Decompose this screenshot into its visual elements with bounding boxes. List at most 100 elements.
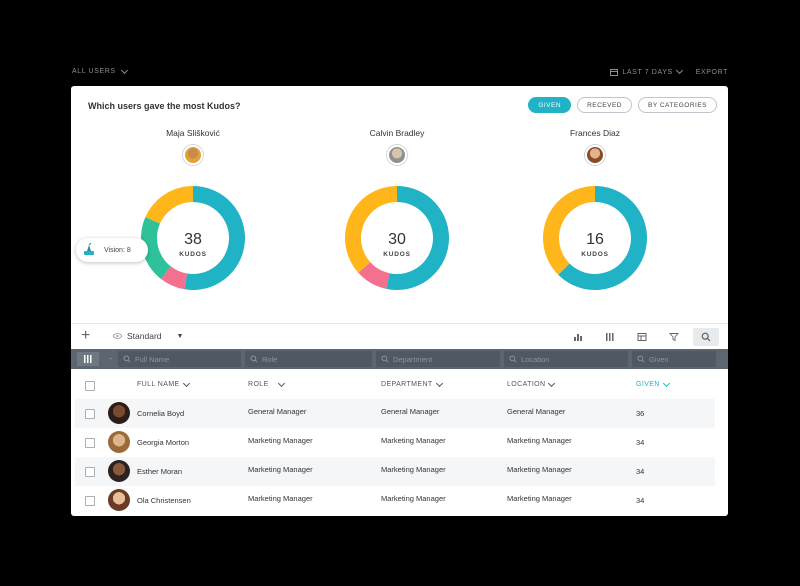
department-filter-placeholder: Department [393,354,433,364]
toggle-received[interactable]: RECEVED [577,97,632,113]
donut-user-name: Frances Diaz [569,128,621,138]
chart-view-button[interactable] [565,328,591,346]
filter-button[interactable] [661,328,687,346]
segment-tooltip: Vision: 8 [76,238,148,262]
card-title: Which users gave the most Kudos? [88,101,241,111]
calendar-icon [610,69,619,76]
donut-chart-3: Frances Diaz 16 KUDOS [525,128,665,318]
columns-button[interactable] [597,328,623,346]
view-selector[interactable]: Standard ▼ [113,331,183,341]
given-filter-placeholder: Given [649,354,669,364]
column-label: DEPARTMENT [381,381,433,388]
vision-icon [79,240,99,260]
column-header-department[interactable]: DEPARTMENT [381,379,443,388]
donut-segment[interactable] [386,186,449,290]
donut-unit: KUDOS [179,251,207,258]
full-name-filter[interactable]: Full Name [118,351,241,367]
row-checkbox[interactable] [85,438,95,448]
role-filter[interactable]: Role [245,351,372,367]
table-row[interactable]: Georgia Morton Marketing Manager Marketi… [75,428,715,457]
chevron-down-icon [662,379,670,387]
row-checkbox[interactable] [85,409,95,419]
period-dropdown[interactable]: LAST 7 DAYS [610,66,683,76]
table-row[interactable]: Esther Moran Marketing Manager Marketing… [75,457,715,486]
avatar [108,489,130,511]
cell-location: Marketing Manager [507,436,572,445]
donut-ring[interactable] [341,182,453,294]
search-icon [509,355,517,363]
donut-segment[interactable] [145,186,193,224]
cell-department: General Manager [381,407,440,416]
column-label: FULL NAME [137,381,180,388]
search-icon [381,355,389,363]
eye-icon [113,333,122,339]
column-header-full-name[interactable]: FULL NAME [137,379,190,388]
chevron-down-icon [121,66,129,75]
column-header-role[interactable]: ROLE [248,379,285,388]
cell-role: Marketing Manager [248,436,313,445]
search-button[interactable] [693,328,719,346]
period-label: LAST 7 DAYS [622,68,673,76]
donut-ring[interactable] [539,182,651,294]
role-filter-placeholder: Role [262,354,278,364]
caret-down-icon: ▼ [176,332,184,340]
cell-location: Marketing Manager [507,494,572,503]
donut-unit: KUDOS [383,251,411,258]
cell-role: General Manager [248,407,307,416]
cell-full-name: Cornelia Boyd [137,409,185,418]
column-label: GIVEN [636,381,660,388]
search-icon [637,355,645,363]
table-row[interactable]: Cornelia Boyd General Manager General Ma… [75,399,715,428]
cell-full-name: Esther Moran [137,467,183,476]
cell-full-name: Ola Christensen [137,496,191,505]
table-row[interactable]: Ola Christensen Marketing Manager Market… [75,486,715,515]
user-filter-label: ALL USERS [72,68,116,75]
avatar [108,460,130,482]
view-label: Standard [127,331,162,341]
add-icon[interactable]: + [81,327,91,344]
kudos-card: Which users gave the most Kudos? GIVEN R… [71,86,728,516]
given-filter[interactable]: Given [632,351,716,367]
avatar [108,431,130,453]
column-header-given[interactable]: GIVEN [636,379,670,388]
location-filter[interactable]: Location [504,351,628,367]
cell-department: Marketing Manager [381,494,446,503]
export-link[interactable]: EXPORT [695,68,728,76]
select-all-checkbox[interactable] [85,381,95,391]
donut-chart-2: Calvin Bradley 30 KUDOS [327,128,467,318]
filter-bar: → Full Name Role Department Location Giv… [71,349,728,369]
donut-user-name: Maja Slišković [166,128,220,138]
donut-total: 16 [586,231,604,248]
donut-segment[interactable] [184,186,245,290]
avatar [183,145,203,165]
toggle-by-categories[interactable]: BY CATEGORIES [638,97,717,113]
cell-location: General Manager [507,407,566,416]
donut-segment[interactable] [141,217,171,280]
donut-segment[interactable] [345,186,397,273]
row-checkbox[interactable] [85,496,95,506]
donut-segment[interactable] [161,266,188,290]
donut-chart-1: Maja Slišković 38 KUDOS [123,128,263,318]
row-checkbox[interactable] [85,467,95,477]
chevron-down-icon [435,379,443,387]
chevron-down-icon [182,379,190,387]
chevron-down-icon [548,379,556,387]
avatar [108,402,130,424]
toggle-given[interactable]: GIVEN [528,97,572,113]
donut-total: 38 [184,231,202,248]
donut-user-name: Calvin Bradley [369,128,425,138]
donut-segment[interactable] [358,262,390,289]
column-header-location[interactable]: LOCATION [507,379,556,388]
cell-department: Marketing Manager [381,465,446,474]
avatar [585,145,605,165]
cell-department: Marketing Manager [381,436,446,445]
user-filter-dropdown[interactable]: ALL USERS [72,66,129,75]
export-table-button[interactable] [629,328,655,346]
column-label: ROLE [248,381,269,388]
donut-ring[interactable] [137,182,249,294]
donut-segment[interactable] [558,186,647,290]
column-selector-button[interactable] [77,352,99,366]
department-filter[interactable]: Department [376,351,500,367]
toggle-group: GIVEN RECEVED BY CATEGORIES [528,97,717,113]
donut-segment[interactable] [543,186,595,275]
